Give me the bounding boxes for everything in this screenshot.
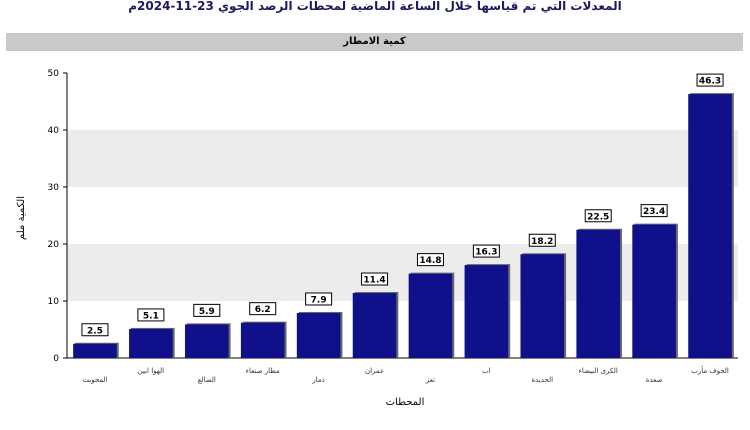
bar	[296, 312, 341, 358]
x-tick-label: اب	[482, 367, 491, 375]
chart-title: المعدلات التي تم قياسها خلال الساعة الما…	[128, 0, 622, 13]
bar	[520, 254, 565, 358]
x-tick-label: عمران	[365, 367, 384, 375]
x-tick-label: تعز	[425, 376, 435, 384]
data-label: 2.5	[87, 326, 103, 336]
y-axis-label: الكمية ملم	[16, 196, 27, 240]
data-label: 23.4	[643, 207, 665, 217]
bar	[632, 224, 676, 358]
data-label-box	[584, 209, 612, 223]
y-tick-label: 0	[53, 354, 59, 364]
data-label: 22.5	[587, 212, 609, 222]
data-label-box	[361, 272, 389, 286]
bar	[408, 273, 453, 358]
data-label-box	[305, 292, 333, 306]
data-label: 5.1	[143, 311, 159, 321]
y-tick-label: 10	[48, 297, 60, 307]
bar	[240, 322, 285, 358]
chart-subtitle: كمية الامطار	[6, 33, 743, 51]
bar	[73, 343, 117, 358]
x-tick-label: الكرى البيضاء	[579, 367, 618, 375]
data-label-box	[640, 204, 668, 218]
x-tick-label: مطار صنعاء	[246, 367, 280, 375]
data-label-box	[249, 302, 277, 316]
y-tick-label: 20	[48, 240, 60, 250]
bar	[129, 328, 173, 358]
y-tick-label: 30	[48, 183, 60, 193]
data-label-box	[416, 253, 444, 267]
data-label-box	[696, 73, 724, 87]
data-label: 46.3	[699, 77, 721, 87]
data-label-box	[528, 233, 556, 247]
data-label-box	[137, 308, 165, 322]
x-tick-label: المحويت	[82, 376, 107, 384]
y-tick-label: 40	[48, 126, 60, 136]
data-label: 5.9	[199, 307, 215, 317]
grid-band	[67, 130, 738, 187]
data-label-box	[81, 323, 109, 337]
bar	[464, 265, 509, 358]
data-label-box	[193, 303, 221, 317]
bar	[184, 324, 229, 358]
data-label: 11.4	[363, 276, 385, 286]
bar	[576, 229, 621, 358]
data-label: 7.9	[311, 295, 327, 305]
grid-band	[67, 244, 738, 301]
bar	[352, 293, 397, 358]
data-label-box	[472, 244, 500, 258]
x-tick-label: الحديدة	[532, 376, 554, 384]
x-tick-label: الجوف مأرب	[691, 365, 729, 375]
x-tick-label: الهوا ابين	[138, 367, 164, 375]
data-label: 6.2	[255, 305, 271, 315]
x-tick-label: صعدة	[646, 376, 663, 384]
x-tick-label: الضالع	[198, 376, 216, 384]
data-label: 14.8	[419, 256, 441, 266]
x-tick-label: ذمار	[311, 376, 324, 384]
x-axis-label: المحطات	[386, 397, 425, 408]
bar	[688, 94, 732, 358]
data-label: 18.2	[531, 237, 553, 247]
y-tick-label: 50	[48, 69, 60, 79]
data-label: 16.3	[475, 248, 497, 258]
